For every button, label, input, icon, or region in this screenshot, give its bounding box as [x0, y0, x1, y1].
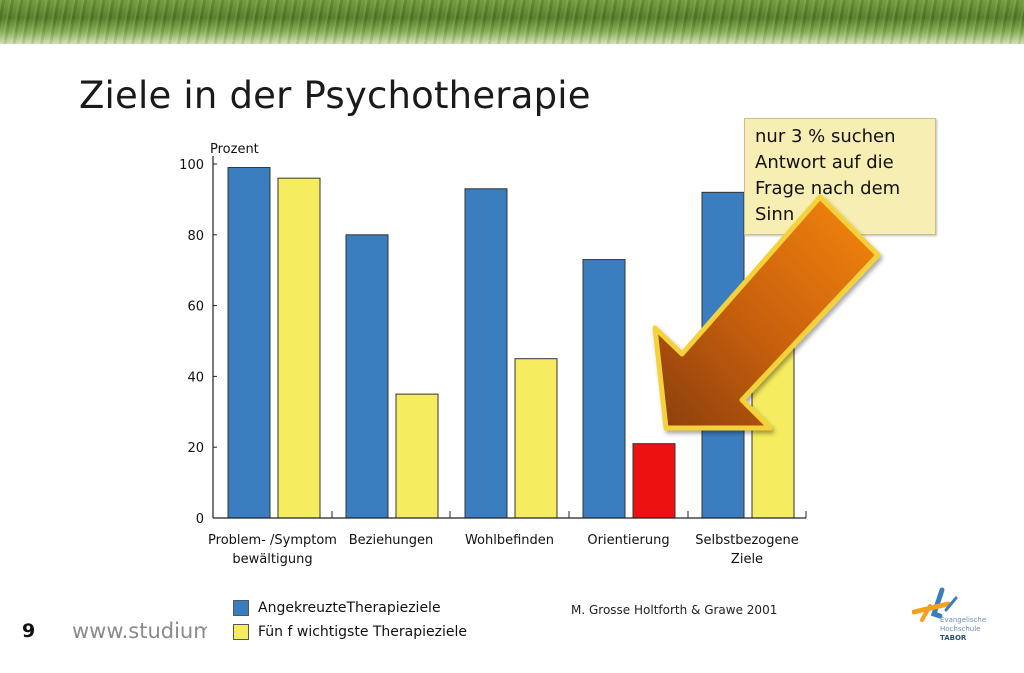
source-citation: M. Grosse Holtforth & Grawe 2001: [571, 603, 778, 617]
x-category-label-4-1: Ziele: [731, 552, 763, 567]
x-category-label-3-0: Orientierung: [587, 533, 669, 548]
legend-swatch-blue: [233, 600, 249, 616]
bar-series0-cat0: [227, 167, 271, 519]
x-category-label-4-0: Selbstbezogene: [695, 533, 799, 548]
tabor-logo: Evangelische Hochschule TABOR: [911, 584, 1002, 660]
y-tick-label-0: 0: [196, 512, 204, 527]
callout-note: nur 3 % suchen Antwort auf die Frage nac…: [744, 118, 936, 235]
bar-series0-cat4: [701, 191, 745, 519]
page-number: 9: [22, 620, 36, 642]
bar-series1-cat0: [277, 177, 321, 519]
y-tick-label-100: 100: [179, 158, 204, 173]
logo-line-2: Hochschule: [940, 625, 981, 633]
logo-text: Evangelische Hochschule TABOR: [940, 616, 986, 643]
logo-icon: [911, 587, 958, 622]
legend-item-blue: AngekreuzteTherapieziele: [233, 596, 467, 620]
bar-series1-cat1: [395, 393, 439, 519]
x-category-label-0-0: Problem- /Symptom: [208, 533, 337, 548]
legend-label-blue: AngekreuzteTherapieziele: [258, 600, 441, 616]
bar-series1-cat3: [632, 443, 676, 519]
legend: AngekreuzteTherapieziele Fün f wichtigst…: [233, 596, 467, 644]
bar-series1-cat2: [514, 358, 558, 519]
bar-series0-cat1: [345, 234, 389, 519]
y-tick-label-80: 80: [187, 229, 204, 244]
y-tick-label-40: 40: [187, 370, 204, 385]
bar-series0-cat2: [464, 188, 508, 519]
logo-line-3: TABOR: [940, 634, 967, 642]
legend-swatch-yellow: [233, 624, 249, 640]
legend-label-yellow: Fün f wichtigste Therapieziele: [258, 624, 468, 640]
y-axis-label: Prozent: [210, 142, 259, 157]
x-category-label-2-0: Wohlbefinden: [465, 533, 554, 548]
website-url: www.studium-religion: [72, 619, 207, 643]
y-tick-label-60: 60: [187, 300, 204, 315]
legend-item-yellow: Fün f wichtigste Therapieziele: [233, 620, 467, 644]
y-tick-label-20: 20: [187, 441, 204, 456]
bar-series1-cat4: [751, 305, 795, 519]
logo-line-1: Evangelische: [940, 616, 987, 624]
bar-series0-cat3: [582, 259, 626, 519]
x-category-label-1-0: Beziehungen: [349, 533, 434, 548]
x-category-label-0-1: bewältigung: [232, 552, 312, 567]
page-title: Ziele in der Psychotherapie: [79, 74, 591, 117]
grass-banner: [0, 0, 1024, 44]
